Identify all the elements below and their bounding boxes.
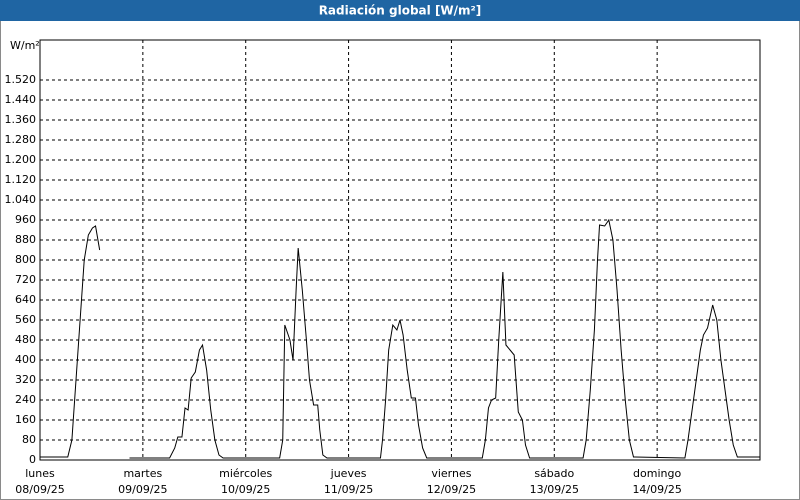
y-tick-label: 480 (15, 333, 36, 346)
x-tick-label: miércoles (219, 467, 272, 480)
y-tick-label: 320 (15, 373, 36, 386)
title-bar (0, 0, 800, 21)
y-tick-label: 1.440 (5, 93, 37, 106)
x-tick-date: 11/09/25 (324, 483, 373, 496)
y-tick-label: 1.200 (5, 153, 37, 166)
y-tick-label: 400 (15, 353, 36, 366)
y-tick-label: 0 (29, 453, 36, 466)
plot-frame (39, 39, 761, 461)
y-tick-label: 800 (15, 253, 36, 266)
chart-title: Radiación global [W/m²] (319, 4, 482, 18)
x-tick-label: jueves (330, 467, 367, 480)
y-tick-label: 560 (15, 313, 36, 326)
x-tick-label: domingo (633, 467, 681, 480)
y-tick-label: 160 (15, 413, 36, 426)
y-tick-label: 960 (15, 213, 36, 226)
x-tick-label: martes (123, 467, 162, 480)
y-tick-label: 720 (15, 273, 36, 286)
y-tick-label: 1.360 (5, 113, 37, 126)
x-tick-date: 13/09/25 (530, 483, 579, 496)
x-tick-label: lunes (25, 467, 55, 480)
x-tick-label: viernes (431, 467, 471, 480)
y-tick-label: 1.520 (5, 73, 37, 86)
y-tick-label: 240 (15, 393, 36, 406)
x-tick-date: 08/09/25 (15, 483, 64, 496)
x-tick-date: 14/09/25 (632, 483, 681, 496)
x-tick-date: 09/09/25 (118, 483, 167, 496)
y-tick-label: 880 (15, 233, 36, 246)
data-line (40, 218, 760, 459)
y-axis-label: W/m² (10, 39, 40, 52)
y-tick-label: 640 (15, 293, 36, 306)
x-tick-label: sábado (534, 467, 574, 480)
x-tick-date: 10/09/25 (221, 483, 270, 496)
y-tick-label: 1.120 (5, 173, 37, 186)
y-tick-label: 1.040 (5, 193, 37, 206)
y-tick-label: 1.280 (5, 133, 37, 146)
y-tick-label: 80 (22, 433, 36, 446)
x-tick-date: 12/09/25 (427, 483, 476, 496)
